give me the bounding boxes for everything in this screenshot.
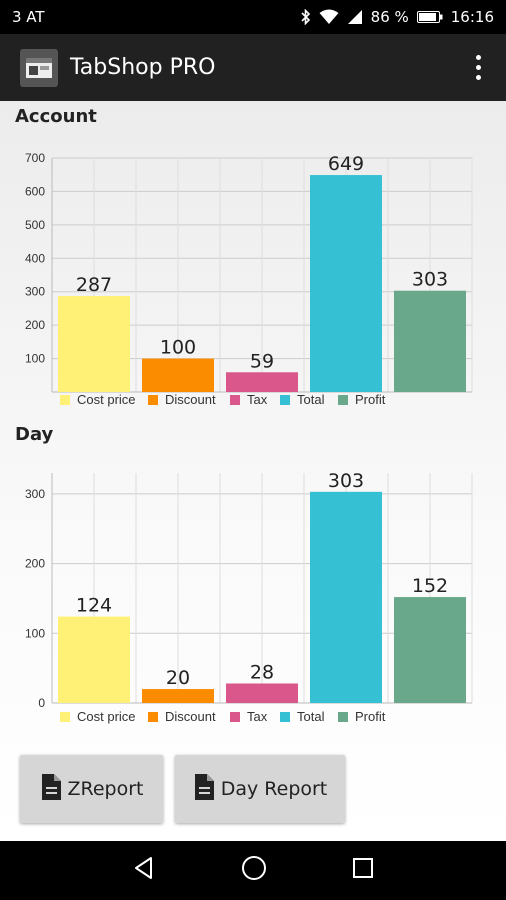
zreport-button[interactable]: ZReport bbox=[20, 755, 163, 823]
back-icon[interactable] bbox=[132, 856, 156, 885]
legend-label: Cost price bbox=[77, 392, 136, 407]
legend-swatch bbox=[338, 712, 348, 722]
battery-icon bbox=[416, 10, 443, 24]
bar-cost-price bbox=[58, 616, 130, 703]
bar-value-label: 28 bbox=[250, 661, 274, 683]
y-tick-label: 600 bbox=[25, 184, 45, 198]
app-logo-icon bbox=[20, 48, 58, 87]
overflow-menu-icon[interactable] bbox=[466, 48, 490, 88]
y-tick-label: 500 bbox=[25, 218, 45, 232]
y-tick-label: 400 bbox=[25, 251, 45, 265]
y-tick-label: 100 bbox=[25, 626, 45, 640]
status-bar: 3 AT 86 % 16:16 bbox=[0, 0, 506, 34]
account-section-title: Account bbox=[15, 106, 97, 127]
bar-tax bbox=[226, 683, 298, 703]
legend-swatch bbox=[338, 395, 348, 405]
bar-profit bbox=[394, 597, 466, 703]
y-tick-label: 200 bbox=[25, 318, 45, 332]
y-tick-label: 700 bbox=[25, 151, 45, 165]
y-tick-label: 100 bbox=[25, 352, 45, 366]
day-report-label: Day Report bbox=[220, 778, 328, 800]
day-section-title: Day bbox=[15, 424, 54, 445]
signal-icon bbox=[347, 9, 363, 25]
day-report-button[interactable]: Day Report bbox=[175, 755, 345, 823]
bar-value-label: 152 bbox=[412, 575, 448, 597]
app-title: TabShop PRO bbox=[70, 55, 216, 80]
bar-discount bbox=[142, 358, 214, 392]
bar-value-label: 100 bbox=[160, 337, 196, 359]
legend-label: Discount bbox=[165, 709, 216, 724]
bar-value-label: 303 bbox=[328, 470, 364, 492]
recents-icon[interactable] bbox=[352, 857, 374, 884]
legend-label: Profit bbox=[355, 709, 386, 724]
legend-swatch bbox=[230, 712, 240, 722]
clock: 16:16 bbox=[450, 8, 494, 26]
day-chart: 0 100 200 300 124 20 28 303 152 Cost price Discoun… bbox=[25, 470, 473, 724]
legend-swatch bbox=[148, 712, 158, 722]
account-chart: 100 200 300 400 500 600 700 287 100 59 649 303 Cost … bbox=[25, 151, 473, 407]
bar-value-label: 124 bbox=[76, 595, 112, 617]
bar-value-label: 20 bbox=[166, 667, 190, 689]
document-icon bbox=[193, 773, 215, 806]
navigation-bar bbox=[0, 841, 506, 900]
y-tick-label: 300 bbox=[25, 285, 45, 299]
battery-level: 86 % bbox=[370, 8, 409, 26]
y-tick-label: 300 bbox=[25, 487, 45, 501]
document-icon bbox=[40, 773, 62, 806]
bar-total bbox=[310, 175, 382, 392]
zreport-label: ZReport bbox=[67, 778, 144, 800]
legend-label: Tax bbox=[247, 392, 268, 407]
legend-swatch bbox=[148, 395, 158, 405]
legend-label: Profit bbox=[355, 392, 386, 407]
home-icon[interactable] bbox=[241, 855, 267, 886]
legend-swatch bbox=[280, 395, 290, 405]
legend-swatch bbox=[60, 712, 70, 722]
bar-value-label: 649 bbox=[328, 153, 364, 175]
y-tick-label: 0 bbox=[38, 696, 45, 710]
wifi-icon bbox=[319, 9, 339, 25]
legend-label: Discount bbox=[165, 392, 216, 407]
bar-value-label: 59 bbox=[250, 350, 274, 372]
bar-discount bbox=[142, 689, 214, 703]
bar-value-label: 287 bbox=[76, 274, 112, 296]
report-content: Account 100 200 300 400 500 600 700 287 100 59 649… bbox=[0, 101, 506, 841]
legend-swatch bbox=[230, 395, 240, 405]
carrier-label: 3 AT bbox=[12, 8, 45, 26]
legend-label: Tax bbox=[247, 709, 268, 724]
legend-swatch bbox=[60, 395, 70, 405]
y-tick-label: 200 bbox=[25, 557, 45, 571]
bar-tax bbox=[226, 372, 298, 392]
legend-label: Cost price bbox=[77, 709, 136, 724]
bar-cost-price bbox=[58, 296, 130, 392]
legend-swatch bbox=[280, 712, 290, 722]
bar-profit bbox=[394, 290, 466, 392]
bar-value-label: 303 bbox=[412, 269, 448, 291]
app-bar: TabShop PRO bbox=[0, 34, 506, 101]
legend-label: Total bbox=[297, 392, 325, 407]
bluetooth-icon bbox=[301, 9, 311, 25]
bar-total bbox=[310, 491, 382, 703]
legend-label: Total bbox=[297, 709, 325, 724]
